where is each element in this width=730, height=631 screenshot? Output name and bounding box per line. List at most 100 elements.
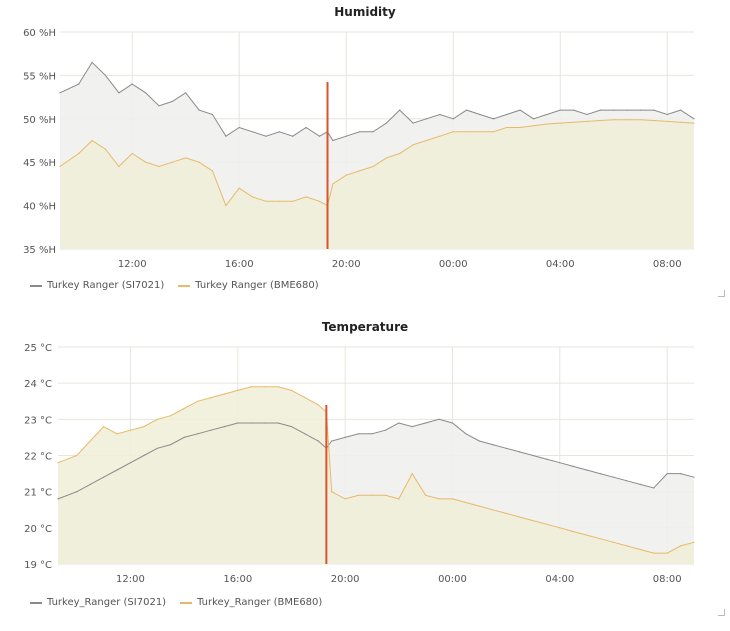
- y-tick-label: 23 °C: [24, 415, 52, 426]
- x-tick-label: 16:00: [223, 574, 252, 585]
- legend-swatch-bme680: [178, 284, 191, 287]
- data-point-si7021: [399, 109, 401, 111]
- data-point-bme680: [451, 498, 454, 500]
- temperature-chart[interactable]: 19 °C 20 °C 21 °C 22 °C 23 °C 24 °C 25 °C 12:00…: [0, 335, 730, 607]
- data-point-bme680: [599, 538, 601, 540]
- data-point-si7021: [198, 109, 200, 111]
- humidity-chart[interactable]: 35 %H 40 %H 45 %H 50 %H 55 %H 60 %H 12:00 16:00…: [0, 20, 730, 295]
- legend-item-si7021[interactable]: Turkey Ranger (SI7021): [30, 280, 164, 291]
- data-point-bme680: [143, 426, 145, 428]
- legend-label-si7021: Turkey_Ranger (SI7021): [47, 597, 167, 608]
- data-point-si7021: [158, 105, 160, 107]
- legend-label-bme680: Turkey_Ranger (BME680): [197, 597, 323, 608]
- data-point-si7021: [305, 126, 307, 129]
- data-point-bme680: [277, 386, 279, 388]
- data-point-si7021: [371, 433, 373, 435]
- data-point-si7021: [519, 451, 521, 453]
- data-point-si7021: [103, 476, 105, 478]
- y-tick-label: 24 °C: [24, 379, 52, 390]
- data-point-si7021: [385, 122, 387, 124]
- data-point-bme680: [411, 473, 413, 475]
- x-tick-label: 12:00: [116, 574, 145, 585]
- data-point-bme680: [185, 157, 187, 159]
- data-point-si7021: [639, 109, 642, 111]
- data-point-bme680: [452, 131, 454, 133]
- data-point-si7021: [277, 422, 279, 424]
- series-area-bme680: [60, 119, 694, 249]
- data-point-bme680: [586, 534, 588, 536]
- humidity-resize-handle[interactable]: [718, 290, 725, 297]
- data-point-si7021: [451, 422, 454, 424]
- data-point-bme680: [372, 165, 374, 168]
- y-tick-label: 21 °C: [24, 488, 52, 499]
- data-point-si7021: [89, 483, 91, 485]
- data-point-bme680: [398, 498, 400, 500]
- data-point-si7021: [599, 473, 601, 475]
- data-point-si7021: [372, 131, 374, 133]
- data-point-bme680: [278, 200, 280, 202]
- data-point-si7021: [626, 109, 628, 111]
- y-tick-label: 22 °C: [24, 452, 52, 463]
- data-point-si7021: [223, 426, 225, 428]
- data-point-bme680: [170, 415, 172, 417]
- temperature-resize-handle[interactable]: [718, 609, 725, 616]
- data-point-si7021: [599, 109, 602, 111]
- data-point-si7021: [78, 83, 80, 85]
- legend-item-si7021[interactable]: Turkey_Ranger (SI7021): [30, 597, 166, 608]
- temperature-title: Temperature: [321, 320, 409, 334]
- data-point-bme680: [626, 119, 628, 121]
- data-point-bme680: [545, 523, 548, 525]
- data-point-si7021: [545, 458, 548, 460]
- legend-item-bme680[interactable]: Turkey Ranger (BME680): [178, 280, 319, 291]
- data-point-si7021: [359, 131, 361, 133]
- data-point-bme680: [559, 527, 561, 529]
- data-point-bme680: [129, 429, 132, 431]
- data-point-si7021: [398, 422, 400, 424]
- data-point-bme680: [612, 541, 615, 543]
- data-point-si7021: [693, 118, 695, 120]
- y-tick-label: 35 %H: [23, 245, 56, 256]
- series-area-bme680: [58, 386, 694, 564]
- x-tick-label: 20:00: [331, 574, 360, 585]
- data-point-bme680: [439, 135, 441, 137]
- data-point-si7021: [693, 476, 695, 478]
- data-point-bme680: [265, 200, 267, 202]
- data-point-bme680: [666, 120, 668, 122]
- data-point-bme680: [519, 126, 521, 129]
- data-point-si7021: [680, 109, 682, 111]
- data-point-bme680: [292, 200, 294, 202]
- data-point-si7021: [171, 100, 173, 102]
- data-point-bme680: [573, 121, 575, 123]
- data-point-bme680: [290, 389, 293, 391]
- data-point-bme680: [599, 119, 602, 122]
- data-point-si7021: [116, 469, 118, 471]
- y-tick-label: 60 %H: [23, 28, 56, 39]
- data-point-si7021: [506, 113, 508, 116]
- legend-item-bme680[interactable]: Turkey_Ranger (BME680): [180, 597, 322, 608]
- data-point-bme680: [57, 462, 59, 464]
- y-tick-label: 20 °C: [24, 524, 52, 535]
- data-point-si7021: [156, 447, 158, 449]
- data-point-si7021: [91, 61, 93, 64]
- data-point-bme680: [211, 170, 214, 172]
- data-point-bme680: [465, 501, 467, 504]
- data-point-si7021: [452, 118, 454, 120]
- data-point-si7021: [225, 135, 227, 137]
- data-point-si7021: [129, 462, 132, 464]
- data-point-si7021: [331, 440, 333, 442]
- data-point-si7021: [492, 444, 494, 446]
- data-point-si7021: [519, 109, 521, 111]
- data-point-si7021: [238, 126, 240, 129]
- temperature-panel: Temperature 19 °C 20 °C 21 °C 22 °C 23 °C 24 …: [0, 315, 730, 631]
- data-point-si7021: [344, 436, 346, 438]
- data-point-bme680: [210, 397, 212, 399]
- data-point-bme680: [425, 494, 427, 496]
- data-point-bme680: [666, 552, 668, 554]
- data-point-si7021: [412, 122, 414, 124]
- legend-swatch-si7021: [30, 601, 42, 604]
- data-point-bme680: [158, 165, 160, 168]
- data-point-si7021: [358, 433, 360, 435]
- data-point-si7021: [478, 440, 480, 442]
- data-point-si7021: [546, 113, 548, 116]
- data-point-bme680: [519, 516, 521, 518]
